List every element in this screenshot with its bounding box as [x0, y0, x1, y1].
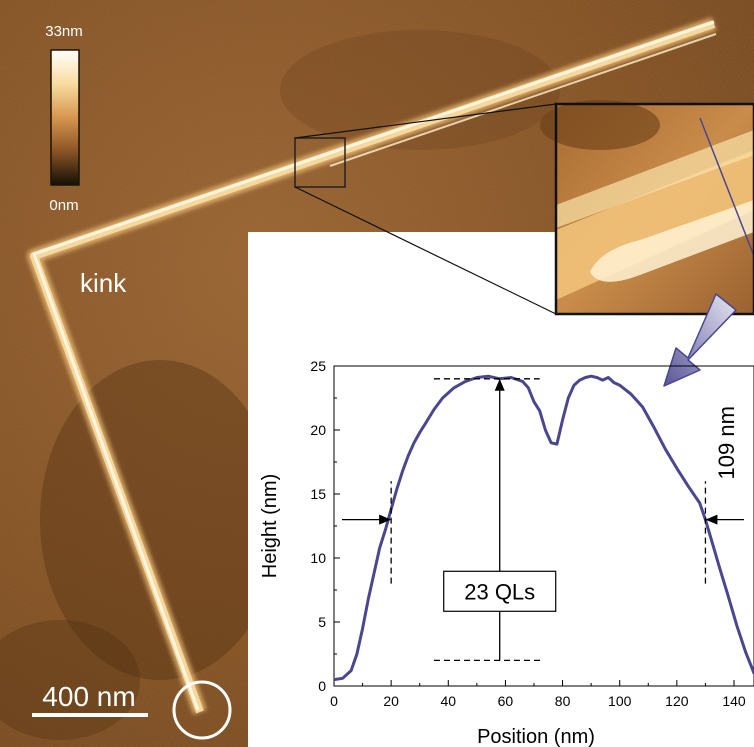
y-tick-label: 0 [318, 678, 326, 694]
x-tick-label: 120 [665, 693, 689, 709]
colorbar-max-label: 33nm [45, 23, 83, 40]
width-label: 109 nm [714, 406, 739, 479]
profile-arrow [663, 293, 737, 387]
height-label: 23 QLs [464, 579, 535, 604]
width-arrowhead-right [705, 514, 718, 525]
width-arrowhead-left [379, 514, 392, 525]
colorbar: 33nm 0nm [45, 23, 83, 214]
height-arrowhead [494, 378, 505, 391]
kink-label: kink [80, 268, 127, 298]
profile-line [333, 374, 754, 682]
zoom-inset [540, 100, 754, 316]
height-label-box [443, 570, 557, 612]
y-tick-label: 20 [310, 422, 326, 438]
plot-panel [248, 232, 754, 747]
zoom-selection-box [294, 137, 346, 188]
x-axis-label: Position (nm) [477, 726, 595, 747]
scale-bar-label: 400 nm [42, 681, 135, 712]
y-tick-label: 10 [310, 550, 326, 566]
scale-bar: 400 nm [32, 681, 148, 717]
y-axis-label: Height (nm) [259, 474, 281, 578]
tip-circle [172, 680, 232, 740]
y-tick-label: 15 [310, 486, 326, 502]
x-tick-label: 100 [608, 693, 632, 709]
x-tick-label: 20 [383, 693, 399, 709]
colorbar-min-label: 0nm [49, 197, 78, 214]
x-tick-label: 0 [330, 693, 338, 709]
x-tick-label: 140 [722, 693, 746, 709]
height-profile-chart: 0 20 40 60 80 100 120 140 0 5 10 15 20 25 23 QLs 109 n… [259, 358, 754, 747]
x-tick-label: 80 [555, 693, 571, 709]
y-tick-label: 5 [318, 614, 326, 630]
x-tick-label: 60 [498, 693, 514, 709]
x-tick-label: 40 [440, 693, 456, 709]
y-tick-label: 25 [310, 358, 326, 374]
